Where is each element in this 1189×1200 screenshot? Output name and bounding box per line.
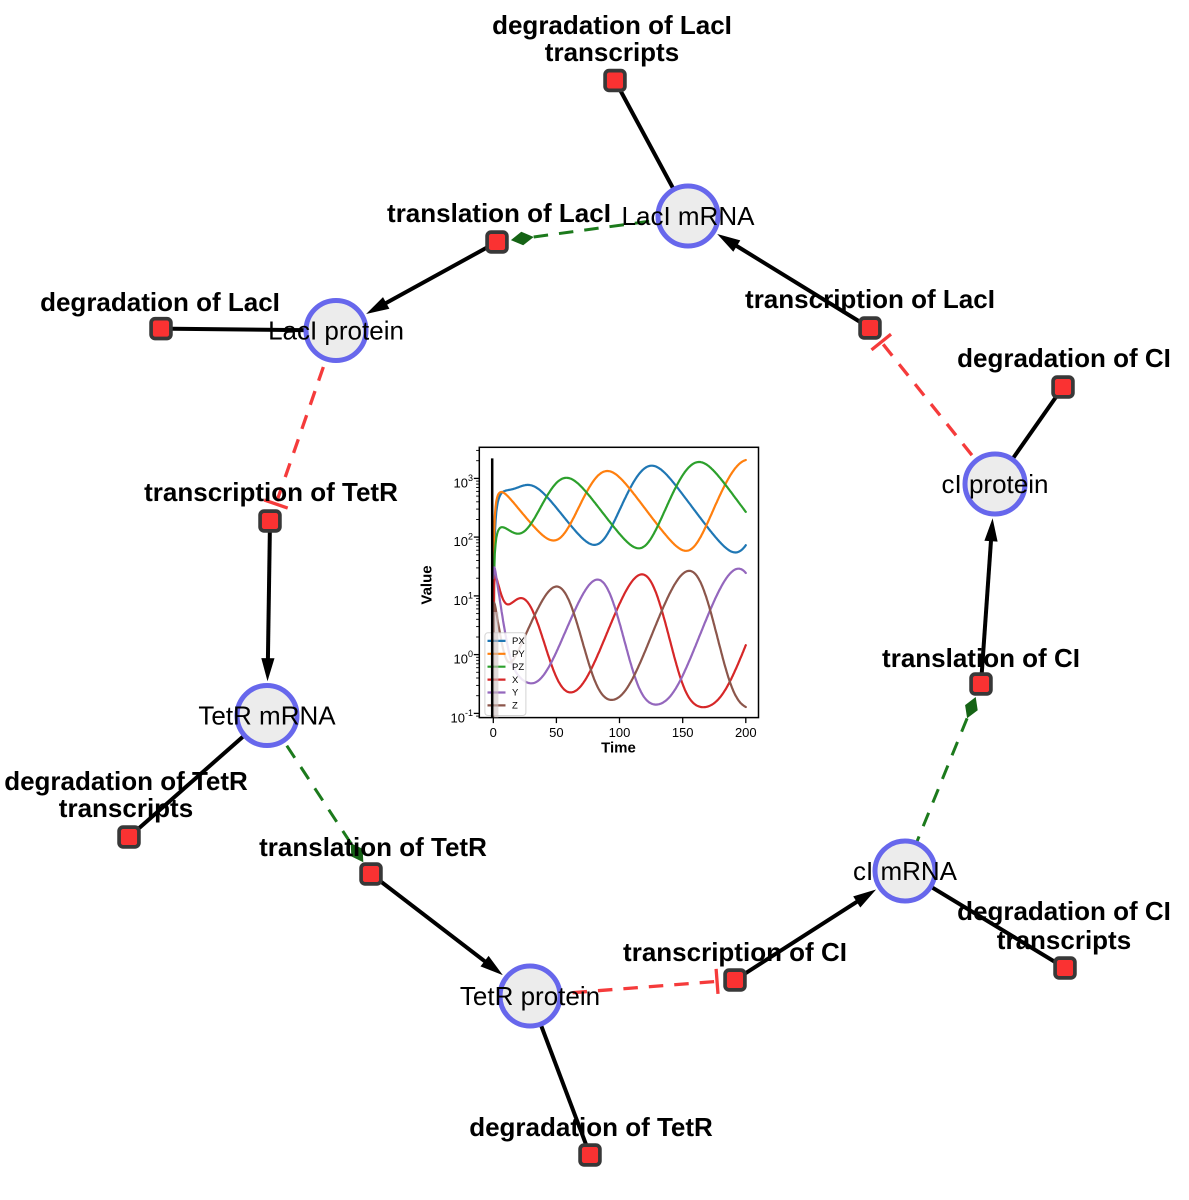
svg-text:transcription of LacI: transcription of LacI <box>745 284 995 314</box>
svg-text:translation of TetR: translation of TetR <box>259 832 487 862</box>
svg-text:TetR protein: TetR protein <box>460 981 600 1011</box>
svg-text:TetR mRNA: TetR mRNA <box>198 701 336 731</box>
svg-text:Y: Y <box>512 688 519 699</box>
svg-text:translation of LacI: translation of LacI <box>387 198 611 228</box>
svg-text:degradation of LacI: degradation of LacI <box>492 10 732 40</box>
svg-text:LacI protein: LacI protein <box>268 316 404 346</box>
svg-text:degradation of CI: degradation of CI <box>957 896 1171 926</box>
svg-text:200: 200 <box>735 725 757 740</box>
svg-text:50: 50 <box>549 725 563 740</box>
svg-text:PY: PY <box>512 649 525 660</box>
svg-text:LacI mRNA: LacI mRNA <box>622 201 756 231</box>
svg-text:transcripts: transcripts <box>545 37 679 67</box>
svg-text:degradation of LacI: degradation of LacI <box>40 287 280 317</box>
svg-text:transcripts: transcripts <box>59 793 193 823</box>
svg-text:PX: PX <box>512 636 525 647</box>
svg-text:Value: Value <box>419 565 436 604</box>
svg-text:transcription of CI: transcription of CI <box>623 937 847 967</box>
svg-text:Z: Z <box>512 701 518 712</box>
svg-text:cI protein: cI protein <box>942 469 1049 499</box>
svg-text:Time: Time <box>601 740 636 757</box>
svg-text:degradation of TetR: degradation of TetR <box>4 766 248 796</box>
svg-text:transcripts: transcripts <box>997 925 1131 955</box>
svg-text:transcription of TetR: transcription of TetR <box>144 477 398 507</box>
svg-text:150: 150 <box>672 725 694 740</box>
svg-text:0: 0 <box>490 725 497 740</box>
svg-text:PZ: PZ <box>512 662 524 673</box>
svg-text:degradation of TetR: degradation of TetR <box>469 1112 713 1142</box>
svg-text:degradation of CI: degradation of CI <box>957 343 1171 373</box>
svg-text:100: 100 <box>609 725 631 740</box>
svg-text:cI mRNA: cI mRNA <box>853 856 958 886</box>
svg-text:translation of CI: translation of CI <box>882 643 1080 673</box>
svg-text:X: X <box>512 675 519 686</box>
